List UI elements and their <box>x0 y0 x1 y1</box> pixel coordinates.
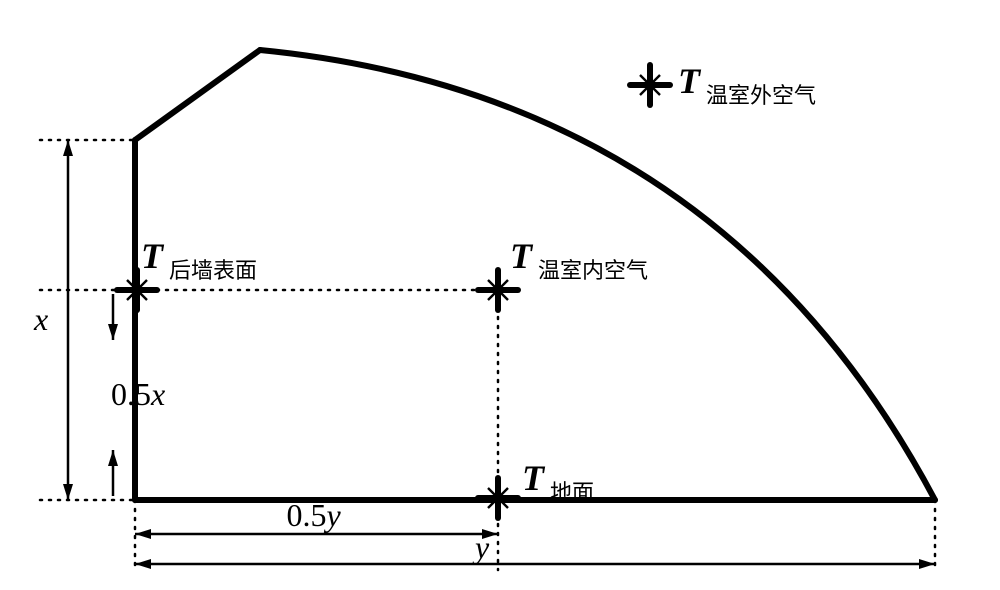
marker-backwall <box>117 270 157 310</box>
roof-slope <box>135 50 260 140</box>
label-backwall: T后墙表面 <box>141 236 257 283</box>
dim-text-x: x <box>33 301 48 337</box>
marker-outside-air <box>630 65 670 105</box>
label-outside-air: T温室外空气 <box>678 61 816 108</box>
marker-ground <box>478 478 518 518</box>
label-inside-air: T温室内空气 <box>510 236 648 283</box>
dim-text-y: y <box>472 529 490 565</box>
marker-inside-air <box>478 270 518 310</box>
label-ground: T地面 <box>522 458 594 505</box>
greenhouse-cross-section: T温室外空气 T后墙表面 T温室内空气 T地面 x 0.5x 0.5y y <box>0 0 1000 590</box>
dim-text-half-x: 0.5x <box>111 376 165 412</box>
dim-text-half-y: 0.5y <box>287 497 342 533</box>
